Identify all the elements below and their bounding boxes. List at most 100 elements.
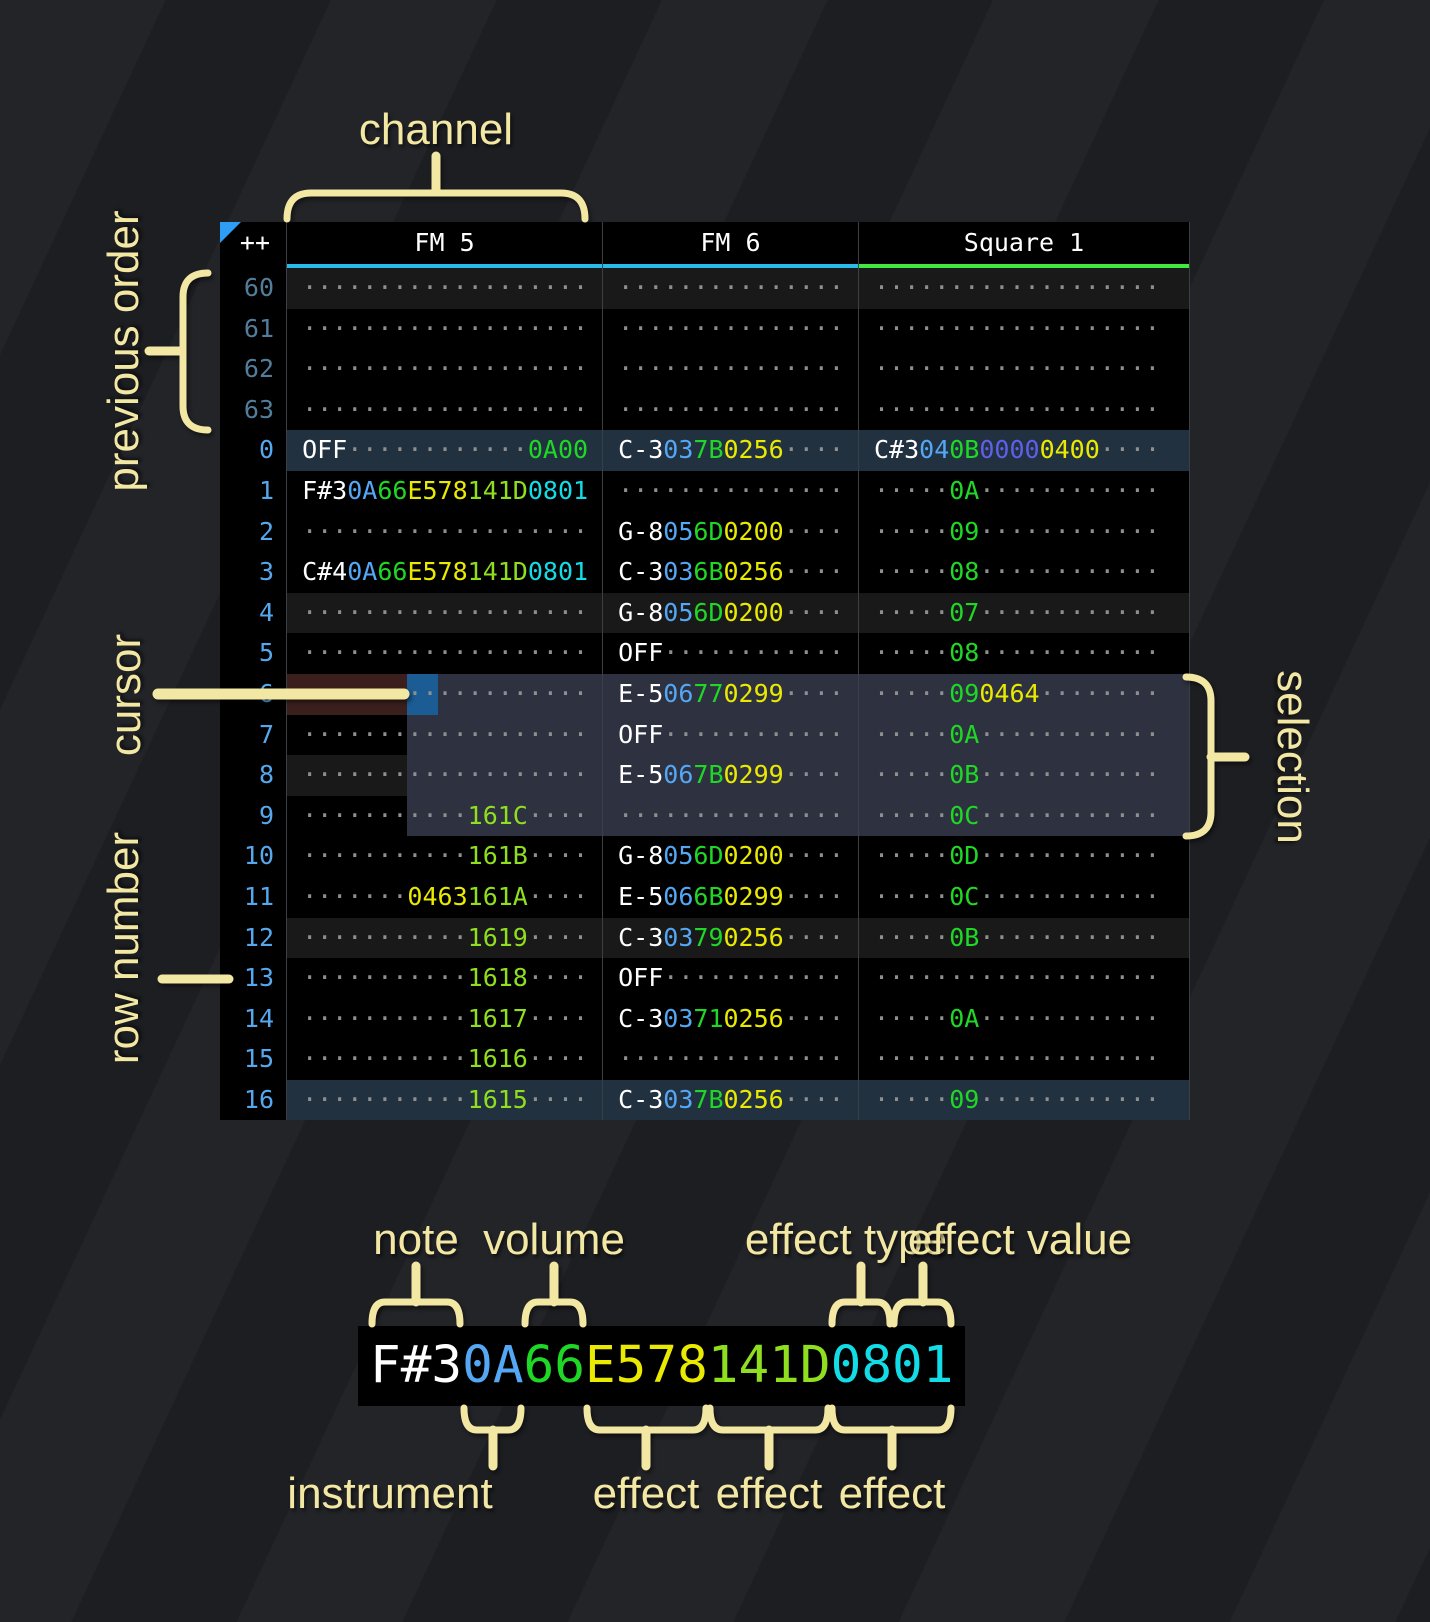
pattern-cell-sq1-row-6[interactable]: ····· 09 0464 ········: [858, 673, 1191, 715]
cell-pad: [859, 1080, 874, 1121]
cell-pad: [588, 390, 602, 431]
cell-segment: 161C: [467, 795, 528, 837]
pattern-cell-fm6-row-60[interactable]: ···············: [603, 268, 859, 309]
pattern-cell-sq1-row-7[interactable]: ····· 0A ············: [858, 714, 1191, 756]
cell-segment: ····: [783, 1003, 844, 1033]
pattern-cell-fm5-row-6[interactable]: ······· ·· ··········: [287, 673, 604, 715]
pattern-row-11: 11 ······· 0463 161A ···· E-5 06 6B 0299 ···· ·…: [220, 876, 1191, 918]
pattern-cell-fm6-row-16[interactable]: C-3 03 7B 0256 ····: [603, 1079, 859, 1121]
cell-segment: 6B: [693, 557, 724, 587]
row-number: 12: [220, 917, 287, 959]
cell-segment: 0B: [949, 922, 980, 952]
cell-pad: [1160, 349, 1189, 390]
pattern-cell-sq1-row-11[interactable]: ····· 0C ············: [858, 876, 1191, 918]
pattern-cell-fm5-row-1[interactable]: F#3 0A 66 E578 141D 0801: [287, 470, 604, 512]
pattern-cell-fm5-row-4[interactable]: ···················: [287, 592, 604, 634]
pattern-cell-sq1-row-16[interactable]: ····· 09 ············: [858, 1079, 1191, 1121]
pattern-cell-fm6-row-61[interactable]: ···············: [603, 308, 859, 350]
pattern-cell-fm6-row-8[interactable]: E-5 06 7B 0299 ····: [603, 755, 859, 796]
channel-header-sq1[interactable]: Square 1: [858, 222, 1191, 268]
pattern-cell-fm5-row-3[interactable]: C#4 0A 66 E578 141D 0801: [287, 552, 604, 593]
pattern-cell-fm6-row-3[interactable]: C-3 03 6B 0256 ····: [603, 552, 859, 593]
cell-segment: 06: [663, 673, 694, 715]
cell-segment: 05: [663, 516, 694, 546]
pattern-cell-sq1-row-2[interactable]: ····· 09 ············: [858, 511, 1191, 553]
legend-segment: 0A: [462, 1336, 524, 1395]
cell-segment: ············: [979, 597, 1160, 627]
channel-header-fm5[interactable]: FM 5: [287, 222, 604, 268]
cell-segment: ···················: [873, 354, 1160, 384]
pattern-cell-fm5-row-14[interactable]: ··········· 1617 ····: [287, 998, 604, 1040]
cell-pad: [588, 958, 602, 999]
pattern-cell-fm5-row-60[interactable]: ···················: [287, 268, 604, 309]
cell-pad: [287, 349, 302, 390]
pattern-cell-fm6-row-6[interactable]: E-5 06 77 0299 ····: [603, 673, 859, 715]
pattern-cell-fm6-row-62[interactable]: ···············: [603, 349, 859, 390]
cell-segment: ·····: [873, 714, 950, 756]
pattern-cell-fm6-row-7[interactable]: OFF ············: [603, 714, 859, 756]
channel-header-fm6[interactable]: FM 6: [603, 222, 859, 268]
pattern-cell-fm5-row-13[interactable]: ··········· 1618 ····: [287, 958, 604, 999]
pattern-cell-fm6-row-12[interactable]: C-3 03 79 0256 ····: [603, 917, 859, 959]
pattern-cell-fm6-row-0[interactable]: C-3 03 7B 0256 ····: [603, 430, 859, 471]
pattern-cell-fm5-row-15[interactable]: ··········· 1616 ····: [287, 1039, 604, 1080]
pattern-cell-fm6-row-11[interactable]: E-5 06 6B 0299 ····: [603, 876, 859, 918]
pattern-cell-fm6-row-4[interactable]: G-8 05 6D 0200 ····: [603, 592, 859, 634]
row-number: 16: [220, 1079, 287, 1121]
cell-segment: C#4: [302, 557, 348, 587]
pattern-cell-fm6-row-13[interactable]: OFF ············: [603, 958, 859, 999]
pattern-cell-fm5-row-5[interactable]: ···················: [287, 633, 604, 674]
pattern-cell-sq1-row-14[interactable]: ····· 0A ············: [858, 998, 1191, 1040]
pattern-cell-sq1-row-60[interactable]: ···················: [858, 268, 1191, 309]
cell-segment: ····: [783, 841, 844, 871]
cell-segment: 05: [663, 841, 694, 871]
cell-segment: 6D: [693, 597, 724, 627]
cell-pad: [844, 958, 858, 999]
pattern-cell-fm6-row-63[interactable]: ···············: [603, 389, 859, 431]
pattern-cell-fm6-row-9[interactable]: ···············: [603, 795, 859, 837]
cell-pad: [844, 999, 858, 1040]
pattern-cell-fm5-row-9[interactable]: ······· ···· 161C ····: [287, 795, 604, 837]
pattern-cell-sq1-row-12[interactable]: ····· 0B ············: [858, 917, 1191, 959]
pattern-cell-sq1-row-10[interactable]: ····· 0D ············: [858, 836, 1191, 877]
cell-segment: ···············: [618, 273, 844, 302]
pattern-cell-fm6-row-2[interactable]: G-8 05 6D 0200 ····: [603, 511, 859, 553]
cell-pad: [588, 593, 602, 634]
pattern-cell-fm5-row-11[interactable]: ······· 0463 161A ····: [287, 876, 604, 918]
pattern-cell-fm5-row-16[interactable]: ··········· 1615 ····: [287, 1079, 604, 1121]
pattern-cell-sq1-row-8[interactable]: ····· 0B ············: [858, 755, 1191, 796]
tracker-corner-button[interactable]: ++: [220, 222, 287, 268]
pattern-row-15: 15 ··········· 1616 ···· ··············· ·…: [220, 1039, 1191, 1080]
cell-segment: 0256: [723, 1003, 784, 1033]
pattern-cell-sq1-row-62[interactable]: ···················: [858, 349, 1191, 390]
pattern-cell-sq1-row-63[interactable]: ···················: [858, 389, 1191, 431]
pattern-cell-sq1-row-13[interactable]: ···················: [858, 958, 1191, 999]
pattern-cell-sq1-row-1[interactable]: ····· 0A ············: [858, 470, 1191, 512]
pattern-cell-sq1-row-61[interactable]: ···················: [858, 308, 1191, 350]
cell-pad: [603, 836, 618, 877]
pattern-cell-fm5-row-10[interactable]: ··········· 161B ····: [287, 836, 604, 877]
pattern-cell-fm6-row-15[interactable]: ···············: [603, 1039, 859, 1080]
pattern-cell-sq1-row-15[interactable]: ···················: [858, 1039, 1191, 1080]
pattern-cell-sq1-row-4[interactable]: ····· 07 ············: [858, 592, 1191, 634]
pattern-cell-sq1-row-9[interactable]: ····· 0C ············: [858, 795, 1191, 837]
row-number: 8: [220, 755, 287, 796]
pattern-cursor: ··: [407, 673, 438, 715]
pattern-cell-sq1-row-5[interactable]: ····· 08 ············: [858, 633, 1191, 674]
pattern-cell-fm5-row-0[interactable]: OFF ············ 0A00: [287, 430, 604, 471]
pattern-cell-sq1-row-3[interactable]: ····· 08 ············: [858, 552, 1191, 593]
pattern-cell-fm6-row-5[interactable]: OFF ············: [603, 633, 859, 674]
pattern-cell-fm5-row-2[interactable]: ···················: [287, 511, 604, 553]
pattern-cell-fm5-row-61[interactable]: ···················: [287, 308, 604, 350]
pattern-cell-fm6-row-14[interactable]: C-3 03 71 0256 ····: [603, 998, 859, 1040]
pattern-cell-fm5-row-7[interactable]: ······· ············: [287, 714, 604, 756]
cell-segment: 0A: [949, 714, 980, 756]
pattern-cell-fm5-row-12[interactable]: ··········· 1619 ····: [287, 917, 604, 959]
pattern-cell-fm5-row-8[interactable]: ······· ············: [287, 755, 604, 796]
pattern-cell-fm6-row-1[interactable]: ···············: [603, 470, 859, 512]
pattern-cell-fm5-row-63[interactable]: ···················: [287, 389, 604, 431]
pattern-cell-fm5-row-62[interactable]: ···················: [287, 349, 604, 390]
cell-pad: [588, 633, 602, 674]
pattern-cell-fm6-row-10[interactable]: G-8 05 6D 0200 ····: [603, 836, 859, 877]
pattern-cell-sq1-row-0[interactable]: C#3 04 0B 0000 0400 ····: [858, 430, 1191, 471]
